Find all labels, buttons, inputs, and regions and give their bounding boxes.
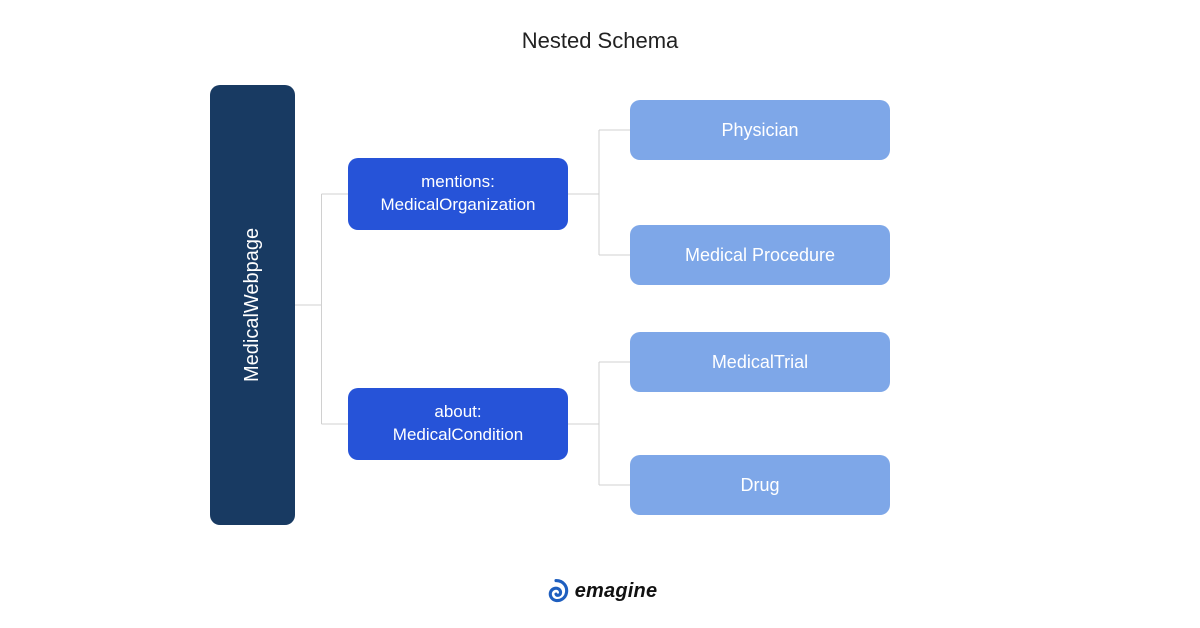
node-mentions-line1: mentions: bbox=[421, 172, 495, 191]
node-about-line2: MedicalCondition bbox=[393, 425, 523, 444]
node-medical-procedure: Medical Procedure bbox=[630, 225, 890, 285]
node-medical-procedure-label: Medical Procedure bbox=[685, 243, 835, 267]
node-drug: Drug bbox=[630, 455, 890, 515]
node-about-line1: about: bbox=[434, 402, 481, 421]
swirl-icon bbox=[543, 578, 569, 604]
brand-logo-text: emagine bbox=[575, 580, 658, 603]
node-about-medicalcondition: about: MedicalCondition bbox=[348, 388, 568, 460]
node-root-medicalwebpage: MedicalWebpage bbox=[210, 85, 295, 525]
brand-logo: emagine bbox=[0, 578, 1200, 604]
connector-lines bbox=[0, 0, 1200, 628]
node-drug-label: Drug bbox=[740, 473, 779, 497]
node-mentions-line2: MedicalOrganization bbox=[381, 195, 536, 214]
node-root-label: MedicalWebpage bbox=[239, 228, 266, 382]
node-physician: Physician bbox=[630, 100, 890, 160]
node-about-label: about: MedicalCondition bbox=[393, 401, 523, 447]
node-mentions-label: mentions: MedicalOrganization bbox=[381, 171, 536, 217]
node-physician-label: Physician bbox=[721, 118, 798, 142]
node-medicaltrial-label: MedicalTrial bbox=[712, 350, 808, 374]
diagram-title: Nested Schema bbox=[0, 28, 1200, 54]
node-mentions-medicalorganization: mentions: MedicalOrganization bbox=[348, 158, 568, 230]
node-medicaltrial: MedicalTrial bbox=[630, 332, 890, 392]
